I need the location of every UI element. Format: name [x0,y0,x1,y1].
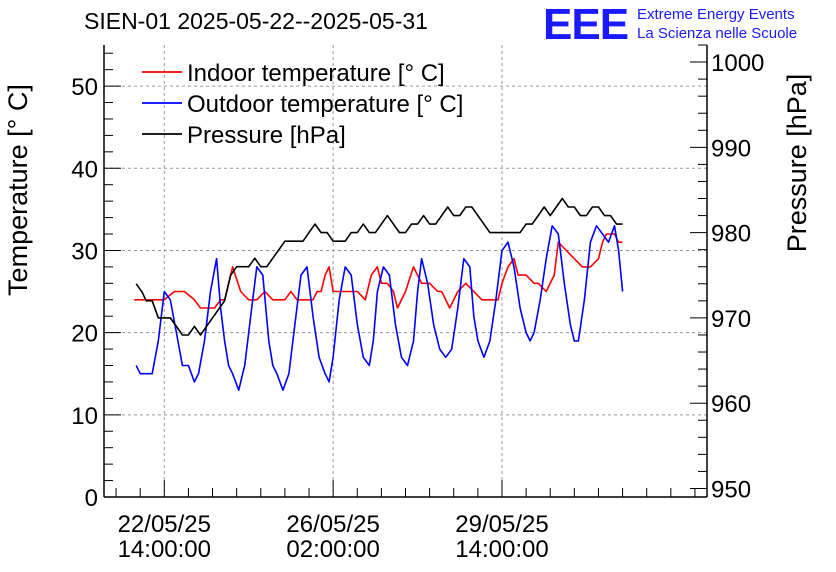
legend-label: Pressure [hPa] [187,122,346,149]
y-left-tick-label: 0 [85,485,98,512]
axes: 01020304050950960970980990100022/05/2514… [71,44,764,563]
y-left-tick-label: 10 [71,403,98,430]
y-left-tick-label: 50 [71,74,98,101]
y-left-tick-label: 20 [71,321,98,348]
grid-lines [104,45,707,497]
chart-title: SIEN-01 2025-05-22--2025-05-31 [84,8,428,34]
legend-label: Outdoor temperature [° C] [187,91,463,118]
y-left-tick-label: 30 [71,238,98,265]
legend-label: Indoor temperature [° C] [187,60,445,87]
y-right-tick-label: 1000 [711,50,764,77]
eee-logo: EEE [543,0,629,49]
eee-logo-caption: Extreme Energy Events La Scienza nelle S… [637,5,797,43]
y-right-tick-label: 980 [711,221,751,248]
y-right-tick-label: 960 [711,391,751,418]
logo-line-1: Extreme Energy Events [637,6,795,23]
x-tick-label-date: 29/05/25 [455,511,548,538]
y-right-tick-label: 970 [711,306,751,333]
legend: Indoor temperature [° C] Outdoor temperat… [142,60,463,149]
series-line-indoor-temperature [134,233,623,309]
y-right-tick-label: 950 [711,476,751,503]
y-axis-left-label: Temperature [° C] [3,84,33,296]
series-layer [134,197,624,391]
series-line-outdoor-temperature [135,225,624,391]
x-tick-label-time: 14:00:00 [455,536,548,563]
x-tick-label-time: 02:00:00 [286,536,379,563]
y-left-tick-label: 40 [71,156,98,183]
x-tick-label-date: 26/05/25 [286,511,379,538]
y-axis-right-label: Pressure [hPa] [782,74,812,253]
y-right-tick-label: 990 [711,135,751,162]
logo-line-2: La Scienza nelle Scuole [637,25,798,42]
x-tick-label-date: 22/05/25 [118,511,211,538]
series-line-pressure [135,197,623,336]
x-tick-label-time: 14:00:00 [118,536,211,563]
